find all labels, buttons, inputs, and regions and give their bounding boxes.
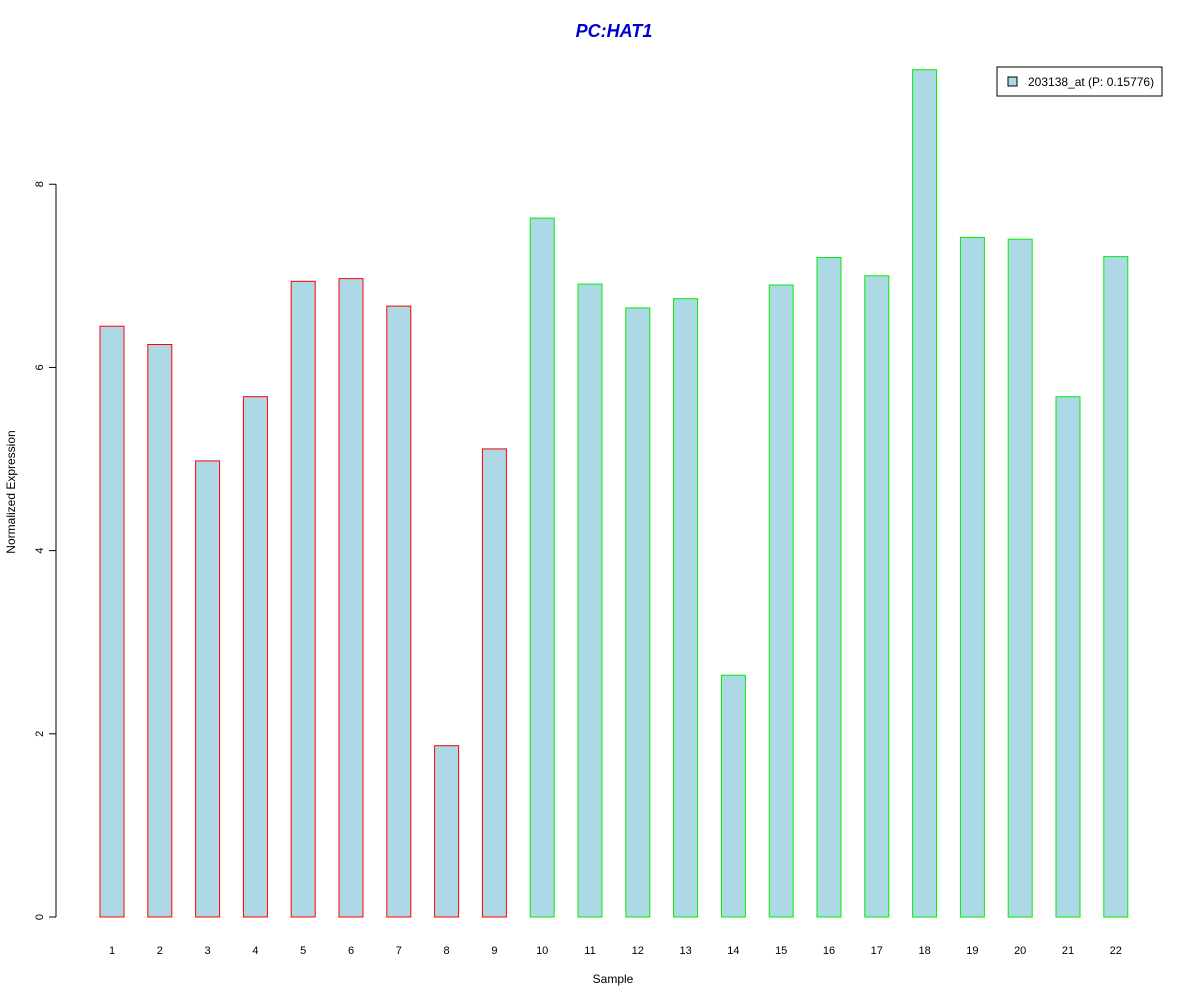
bar-sample-6 [338, 278, 364, 918]
legend-entry: 203138_at (P: 0.15776) [1028, 75, 1154, 89]
bars [99, 69, 1129, 918]
bar-sample-13 [673, 298, 699, 918]
x-tick-labels: 1 2 3 4 5 6 7 8 9 10 11 12 13 14 15 16 17 18 19 20 21 22 [109, 945, 1122, 957]
bar-sample-4 [242, 396, 268, 918]
bar-sample-20 [1007, 238, 1033, 918]
x-tick-label: 3 [205, 945, 211, 957]
bar-sample-10 [529, 217, 555, 918]
y-tick-label: 8 [34, 181, 46, 187]
bar-sample-18 [912, 69, 938, 918]
x-tick-label: 1 [109, 945, 115, 957]
bar-sample-3 [195, 460, 221, 918]
x-tick-label: 4 [252, 945, 258, 957]
x-tick-label: 8 [444, 945, 450, 957]
x-tick-label: 5 [300, 945, 306, 957]
x-tick-label: 14 [727, 945, 739, 957]
x-tick-label: 2 [157, 945, 163, 957]
x-tick-label: 18 [918, 945, 930, 957]
y-tick-label: 2 [34, 731, 46, 737]
bar-sample-21 [1055, 396, 1081, 918]
x-tick-label: 22 [1110, 945, 1122, 957]
x-tick-label: 19 [966, 945, 978, 957]
x-tick-label: 6 [348, 945, 354, 957]
y-tick-label: 0 [34, 914, 46, 920]
x-tick-label: 11 [584, 945, 595, 957]
x-tick-label: 13 [679, 945, 691, 957]
y-tick-label: 6 [34, 364, 46, 370]
x-axis-label: Sample [593, 972, 634, 986]
bar-sample-16 [816, 257, 842, 918]
bar-sample-5 [290, 280, 316, 918]
bar-sample-19 [959, 236, 985, 918]
x-tick-label: 17 [871, 945, 883, 957]
y-tick-label: 4 [34, 548, 46, 554]
bar-sample-15 [768, 284, 794, 918]
bar-sample-9 [481, 448, 507, 918]
bar-sample-14 [720, 674, 746, 918]
chart-title: PC:HAT1 [576, 21, 653, 41]
legend-swatch [1007, 76, 1018, 87]
y-axis: 0 2 4 6 8 [34, 181, 57, 920]
x-tick-label: 9 [491, 945, 497, 957]
legend-box [996, 66, 1163, 97]
bar-sample-12 [625, 307, 651, 918]
bar-sample-2 [147, 344, 173, 918]
bar-sample-8 [434, 745, 460, 918]
x-tick-label: 16 [823, 945, 835, 957]
x-tick-label: 20 [1014, 945, 1026, 957]
bar-sample-11 [577, 283, 603, 918]
bar-sample-17 [864, 275, 890, 918]
legend: 203138_at (P: 0.15776) [996, 66, 1163, 97]
x-tick-label: 7 [396, 945, 402, 957]
x-tick-label: 12 [632, 945, 644, 957]
bar-sample-22 [1103, 256, 1129, 918]
bar-sample-7 [386, 305, 412, 918]
x-tick-label: 15 [775, 945, 787, 957]
bar-sample-1 [99, 325, 125, 918]
y-axis-label: Normalized Expression [4, 430, 18, 553]
x-tick-label: 21 [1062, 945, 1074, 957]
x-tick-label: 10 [536, 945, 548, 957]
